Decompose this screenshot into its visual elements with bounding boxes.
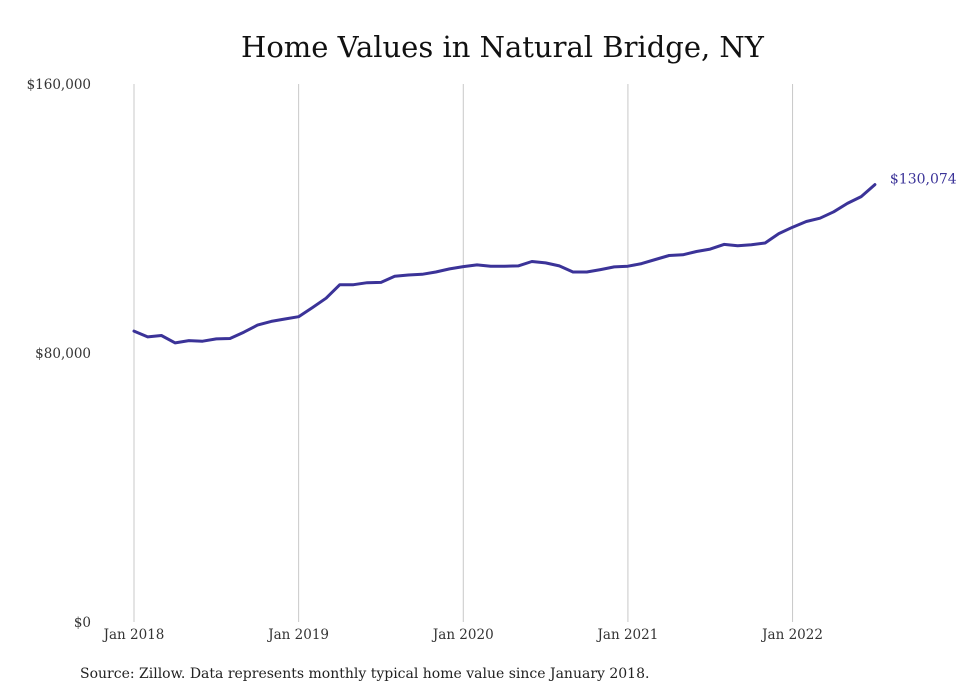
y-tick-label: $80,000 <box>35 346 91 362</box>
y-tick-label: $160,000 <box>27 77 91 93</box>
x-tick-label: Jan 2021 <box>596 627 659 643</box>
series-layer <box>132 183 877 345</box>
end-value-label: $130,074 <box>890 172 957 188</box>
y-tick-label: $0 <box>74 615 91 631</box>
x-tick-label: Jan 2019 <box>266 627 329 643</box>
source-note: Source: Zillow. Data represents monthly … <box>80 666 650 682</box>
chart-title: Home Values in Natural Bridge, NY <box>241 30 764 64</box>
y-axis-tick-labels: $0 $80,000 $160,000 <box>27 77 91 631</box>
data-label-layer: $130,074 <box>890 172 957 188</box>
x-tick-label: Jan 2022 <box>760 627 823 643</box>
x-axis-tick-labels: Jan 2018 Jan 2019 Jan 2020 Jan 2021 Jan 2022 <box>102 627 823 643</box>
x-tick-label: Jan 2018 <box>102 627 165 643</box>
x-tick-label: Jan 2020 <box>431 627 494 643</box>
series-line-0 <box>132 183 877 345</box>
gridlines <box>133 84 794 622</box>
